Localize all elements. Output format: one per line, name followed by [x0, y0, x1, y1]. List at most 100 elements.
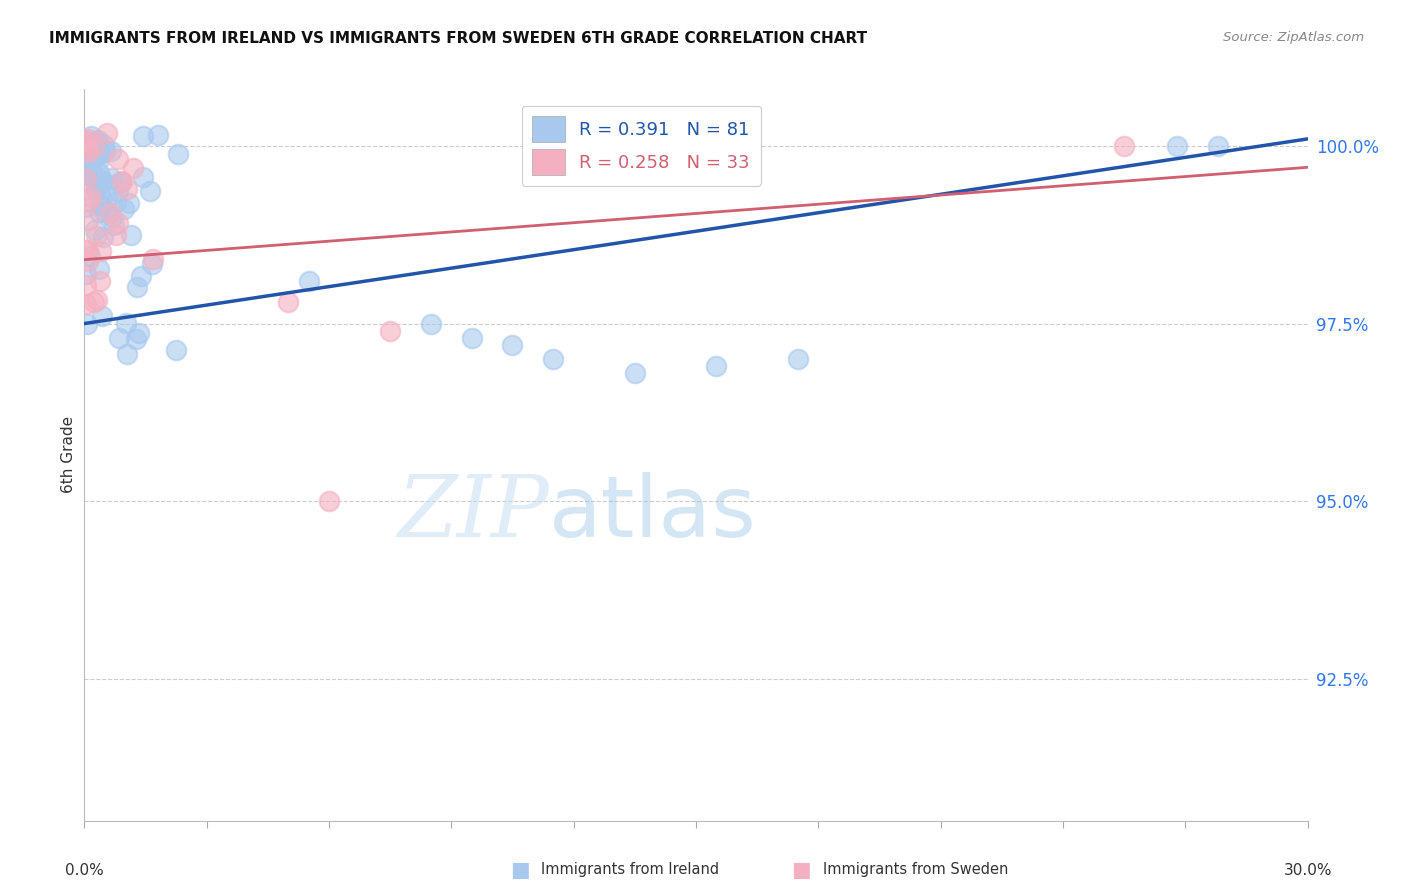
Point: [94, 144, 117, 158]
Point: [1206, 139, 1229, 153]
Point: [502, 338, 524, 352]
Point: [90, 175, 112, 189]
Point: [139, 184, 162, 198]
Text: 0.0%: 0.0%: [65, 863, 104, 879]
Point: [75, 243, 97, 257]
Point: [84, 180, 107, 194]
Point: [84, 150, 107, 164]
Point: [75, 278, 97, 293]
Point: [111, 174, 134, 188]
Point: [80, 165, 103, 179]
Text: Source: ZipAtlas.com: Source: ZipAtlas.com: [1223, 31, 1364, 45]
Point: [91, 174, 114, 188]
Text: IMMIGRANTS FROM IRELAND VS IMMIGRANTS FROM SWEDEN 6TH GRADE CORRELATION CHART: IMMIGRANTS FROM IRELAND VS IMMIGRANTS FR…: [49, 31, 868, 46]
Point: [1114, 139, 1136, 153]
Point: [128, 326, 150, 340]
Point: [84, 222, 107, 236]
Point: [98, 205, 121, 219]
Point: [77, 194, 100, 208]
Point: [77, 132, 100, 146]
Point: [87, 165, 110, 179]
Point: [112, 202, 135, 216]
Point: [107, 153, 129, 167]
Point: [132, 128, 155, 143]
Point: [83, 171, 105, 186]
Point: [76, 317, 98, 331]
Point: [79, 169, 101, 183]
Point: [101, 210, 124, 224]
Point: [108, 175, 131, 189]
Point: [77, 145, 100, 160]
Point: [75, 149, 97, 163]
Point: [122, 161, 145, 176]
Point: [75, 160, 97, 174]
Point: [90, 244, 112, 259]
Text: ■: ■: [792, 860, 811, 880]
Point: [96, 190, 118, 204]
Point: [165, 343, 187, 358]
Point: [298, 274, 321, 288]
Point: [82, 151, 104, 165]
Point: [141, 257, 163, 271]
Point: [90, 198, 112, 212]
Point: [87, 205, 110, 219]
Point: [75, 141, 97, 155]
Point: [93, 137, 115, 152]
Point: [80, 129, 103, 144]
Point: [84, 135, 107, 149]
Point: [166, 146, 188, 161]
Text: ZIP: ZIP: [398, 472, 550, 555]
Point: [75, 172, 97, 186]
Point: [80, 190, 103, 204]
Point: [87, 262, 110, 277]
Point: [77, 243, 100, 257]
Point: [125, 332, 148, 346]
Point: [90, 174, 112, 188]
Point: [87, 133, 110, 147]
Point: [787, 352, 810, 367]
Point: [142, 252, 165, 266]
Legend: R = 0.391   N = 81, R = 0.258   N = 33: R = 0.391 N = 81, R = 0.258 N = 33: [522, 105, 761, 186]
Y-axis label: 6th Grade: 6th Grade: [60, 417, 76, 493]
Point: [84, 229, 107, 244]
Text: atlas: atlas: [550, 472, 758, 555]
Point: [100, 144, 122, 158]
Point: [75, 200, 97, 214]
Point: [110, 175, 132, 189]
Point: [91, 309, 114, 323]
Point: [89, 274, 111, 288]
Point: [76, 297, 98, 311]
Point: [91, 230, 114, 244]
Point: [75, 156, 97, 170]
Point: [89, 182, 111, 196]
Point: [114, 316, 136, 330]
Text: Immigrants from Sweden: Immigrants from Sweden: [823, 863, 1008, 877]
Point: [115, 182, 138, 196]
Point: [94, 205, 117, 219]
Point: [277, 295, 299, 310]
Point: [96, 126, 118, 140]
Point: [86, 293, 108, 308]
Point: [706, 359, 728, 373]
Point: [129, 268, 152, 283]
Point: [105, 227, 128, 242]
Point: [79, 152, 101, 166]
Point: [118, 195, 141, 210]
Point: [83, 294, 105, 309]
Point: [75, 134, 97, 148]
Point: [1166, 139, 1188, 153]
Point: [120, 227, 142, 242]
Point: [89, 146, 111, 161]
Point: [543, 352, 565, 367]
Text: 30.0%: 30.0%: [1284, 863, 1331, 879]
Point: [104, 194, 127, 209]
Point: [132, 169, 155, 184]
Text: Immigrants from Ireland: Immigrants from Ireland: [541, 863, 720, 877]
Point: [77, 253, 100, 268]
Point: [624, 366, 647, 380]
Point: [125, 279, 148, 293]
Point: [76, 212, 98, 227]
Point: [100, 170, 122, 185]
Point: [115, 347, 138, 361]
Point: [107, 216, 129, 230]
